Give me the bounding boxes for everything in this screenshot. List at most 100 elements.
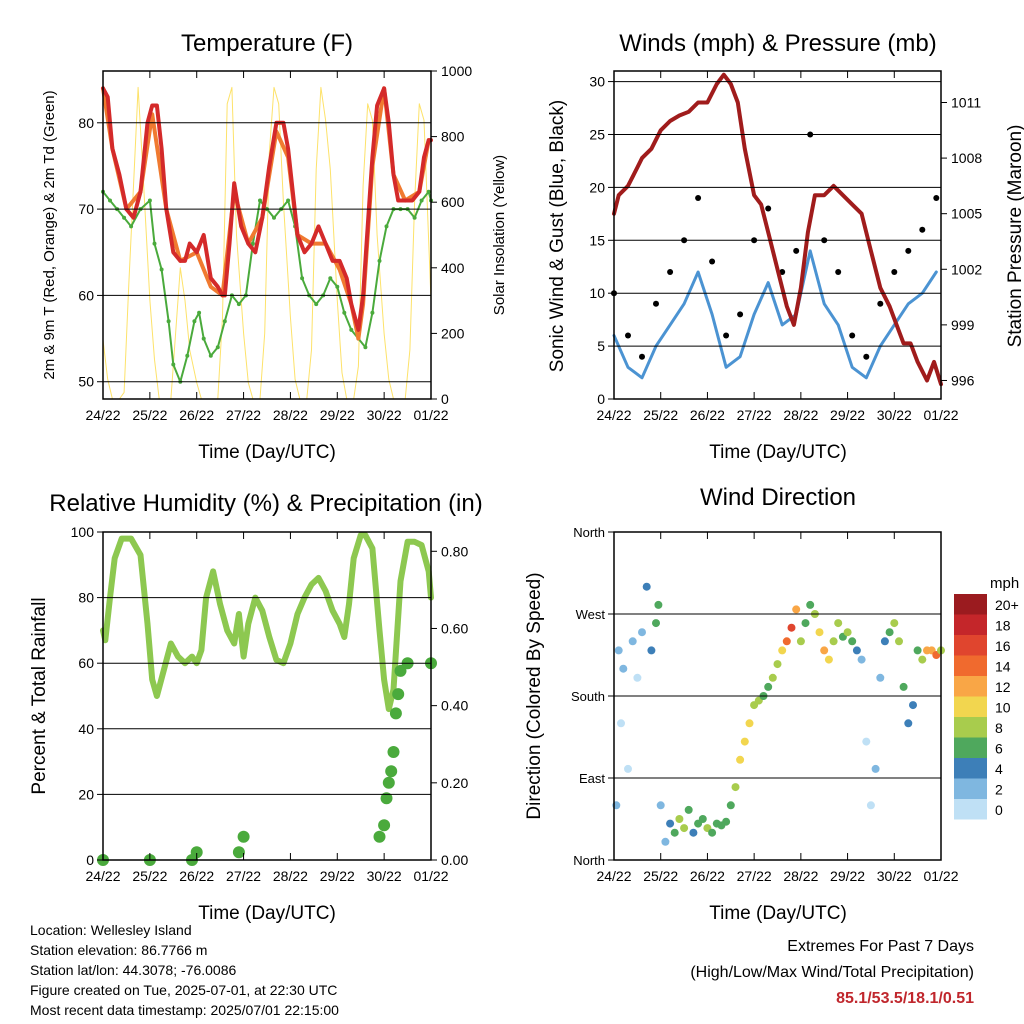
direction-point: [642, 582, 651, 591]
humidity-ytick-label: 80: [78, 590, 94, 606]
temperature-dewpoint_2m-point: [166, 319, 171, 324]
temperature-ylabel-right: Solar Insolation (Yellow): [491, 155, 508, 315]
temperature-dewpoint_2m-point: [342, 310, 347, 315]
humidity-plot-frame: [102, 531, 432, 861]
temperature-dewpoint_2m-point: [272, 215, 276, 220]
direction-colorbar: 20+ 18 16 14 12 10 8 6 4 2 0: [954, 594, 1019, 820]
colorbar-swatch: [954, 676, 987, 697]
temperature-dewpoint_2m-point: [215, 345, 220, 350]
temperature-dewpoint_2m-point: [412, 215, 417, 220]
direction-point: [843, 628, 852, 637]
colorbar-swatch: [954, 655, 987, 676]
winds-gust-point: [933, 195, 940, 201]
winds-gust-point: [835, 269, 842, 275]
direction-point: [698, 815, 707, 823]
colorbar-swatch: [954, 696, 987, 717]
colorbar-label: 8: [995, 720, 1003, 736]
humidity-ytick-label: 60: [78, 655, 94, 671]
humidity-panel: Relative Humidity (%) & Precipitation (i…: [29, 490, 483, 924]
winds-xtick-label: 30/22: [877, 407, 912, 423]
colorbar-swatch: [954, 799, 987, 820]
humidity-ytick-right-label: 0.80: [441, 543, 468, 559]
colorbar-swatch: [954, 717, 987, 738]
humidity-ytick-label: 20: [78, 786, 94, 802]
direction-point: [852, 646, 861, 655]
direction-point: [628, 637, 637, 646]
direction-point: [820, 646, 829, 655]
temperature-dewpoint_2m-point: [426, 189, 431, 194]
station-location: Location: Wellesley Island: [30, 922, 192, 938]
humidity-series: [97, 532, 437, 866]
temperature-temp_9m-line: [101, 86, 431, 341]
humidity-ytick-label: 0: [86, 852, 94, 868]
winds-gust-point: [793, 247, 800, 254]
winds-gust-point: [723, 332, 730, 339]
temperature-xtick-label: 24/22: [85, 407, 120, 423]
temperature-ytick-right-label: 400: [441, 260, 465, 276]
temperature-dewpoint_2m-line: [102, 190, 432, 383]
temperature-xlabel: Time (Day/UTC): [198, 442, 336, 463]
direction-point: [633, 673, 642, 682]
winds-ytick-label: 15: [589, 232, 605, 248]
direction-point: [806, 600, 815, 609]
temperature-title: Temperature (F): [181, 30, 353, 57]
temperature-xtick-label: 26/22: [179, 407, 214, 423]
winds-gust-point: [891, 269, 898, 275]
temperature-xtick-label: 01/22: [413, 407, 448, 423]
colorbar-swatch: [954, 737, 987, 758]
humidity-xtick-label: 24/22: [85, 868, 120, 884]
direction-point: [661, 837, 670, 846]
temperature-ytick-right-label: 1000: [441, 63, 472, 79]
direction-point: [862, 737, 871, 746]
direction-point: [876, 673, 885, 682]
direction-point: [666, 819, 675, 828]
temperature-xtick-label: 28/22: [273, 407, 308, 423]
temperature-dewpoint_2m-point: [171, 362, 176, 367]
direction-point: [619, 664, 628, 673]
humidity-xlabel: Time (Day/UTC): [198, 903, 336, 924]
winds-xtick-label: 26/22: [690, 407, 725, 423]
temperature-dewpoint_2m-point: [208, 353, 213, 358]
direction-title: Wind Direction: [700, 484, 856, 511]
humidity-precip-point: [190, 846, 203, 859]
colorbar-label: 16: [995, 638, 1011, 654]
direction-xtick-label: 25/22: [643, 868, 678, 884]
winds-pressure-line: [612, 72, 943, 387]
direction-point: [638, 628, 646, 637]
winds-wind-line: [612, 249, 938, 380]
extremes-summary: Extremes For Past 7 Days (High/Low/Max W…: [690, 934, 974, 1012]
extremes-values: 85.1/53.5/18.1/0.51: [836, 990, 974, 1007]
humidity-ytick-label: 100: [71, 524, 95, 540]
direction-point: [764, 682, 773, 691]
winds-plot-frame: [613, 70, 942, 400]
direction-xtick-label: 27/22: [737, 868, 772, 884]
winds-xtick-label: 24/22: [596, 407, 631, 423]
temperature-dewpoint_2m-point: [314, 302, 319, 307]
direction-point: [684, 805, 693, 814]
direction-point: [768, 673, 777, 682]
temperature-ylabel: 2m & 9m T (Red, Orange) & 2m Td (Green): [41, 90, 58, 379]
latest-data-timestamp: Most recent data timestamp: 2025/07/01 2…: [30, 1002, 339, 1018]
direction-point: [670, 828, 679, 837]
direction-ytick-label: North: [573, 853, 605, 868]
winds-ytick-right-label: 999: [951, 317, 975, 333]
winds-gust-point: [625, 332, 631, 339]
temperature-dewpoint_2m-point: [328, 276, 333, 281]
winds-panel: Winds (mph) & Pressure (mb) 0 5 10 15 20 25 30…: [547, 30, 1024, 463]
direction-point: [815, 628, 824, 637]
humidity-xtick-label: 29/22: [320, 868, 355, 884]
temperature-series: [101, 86, 433, 400]
colorbar-label: 20+: [995, 597, 1019, 613]
humidity-ylabel: Percent & Total Rainfall: [29, 597, 50, 794]
humidity-precip-point: [382, 776, 395, 789]
winds-gust-point: [863, 353, 870, 360]
temperature-xtick-label: 27/22: [226, 407, 261, 423]
direction-point: [792, 605, 801, 614]
direction-point: [913, 646, 922, 655]
temperature-xtick-label: 30/22: [367, 407, 402, 423]
direction-ytick-label: North: [573, 525, 605, 540]
direction-ytick-label: South: [571, 689, 605, 704]
direction-xtick-label: 28/22: [783, 868, 818, 884]
station-info: Location: Wellesley Island Station eleva…: [30, 920, 339, 1020]
